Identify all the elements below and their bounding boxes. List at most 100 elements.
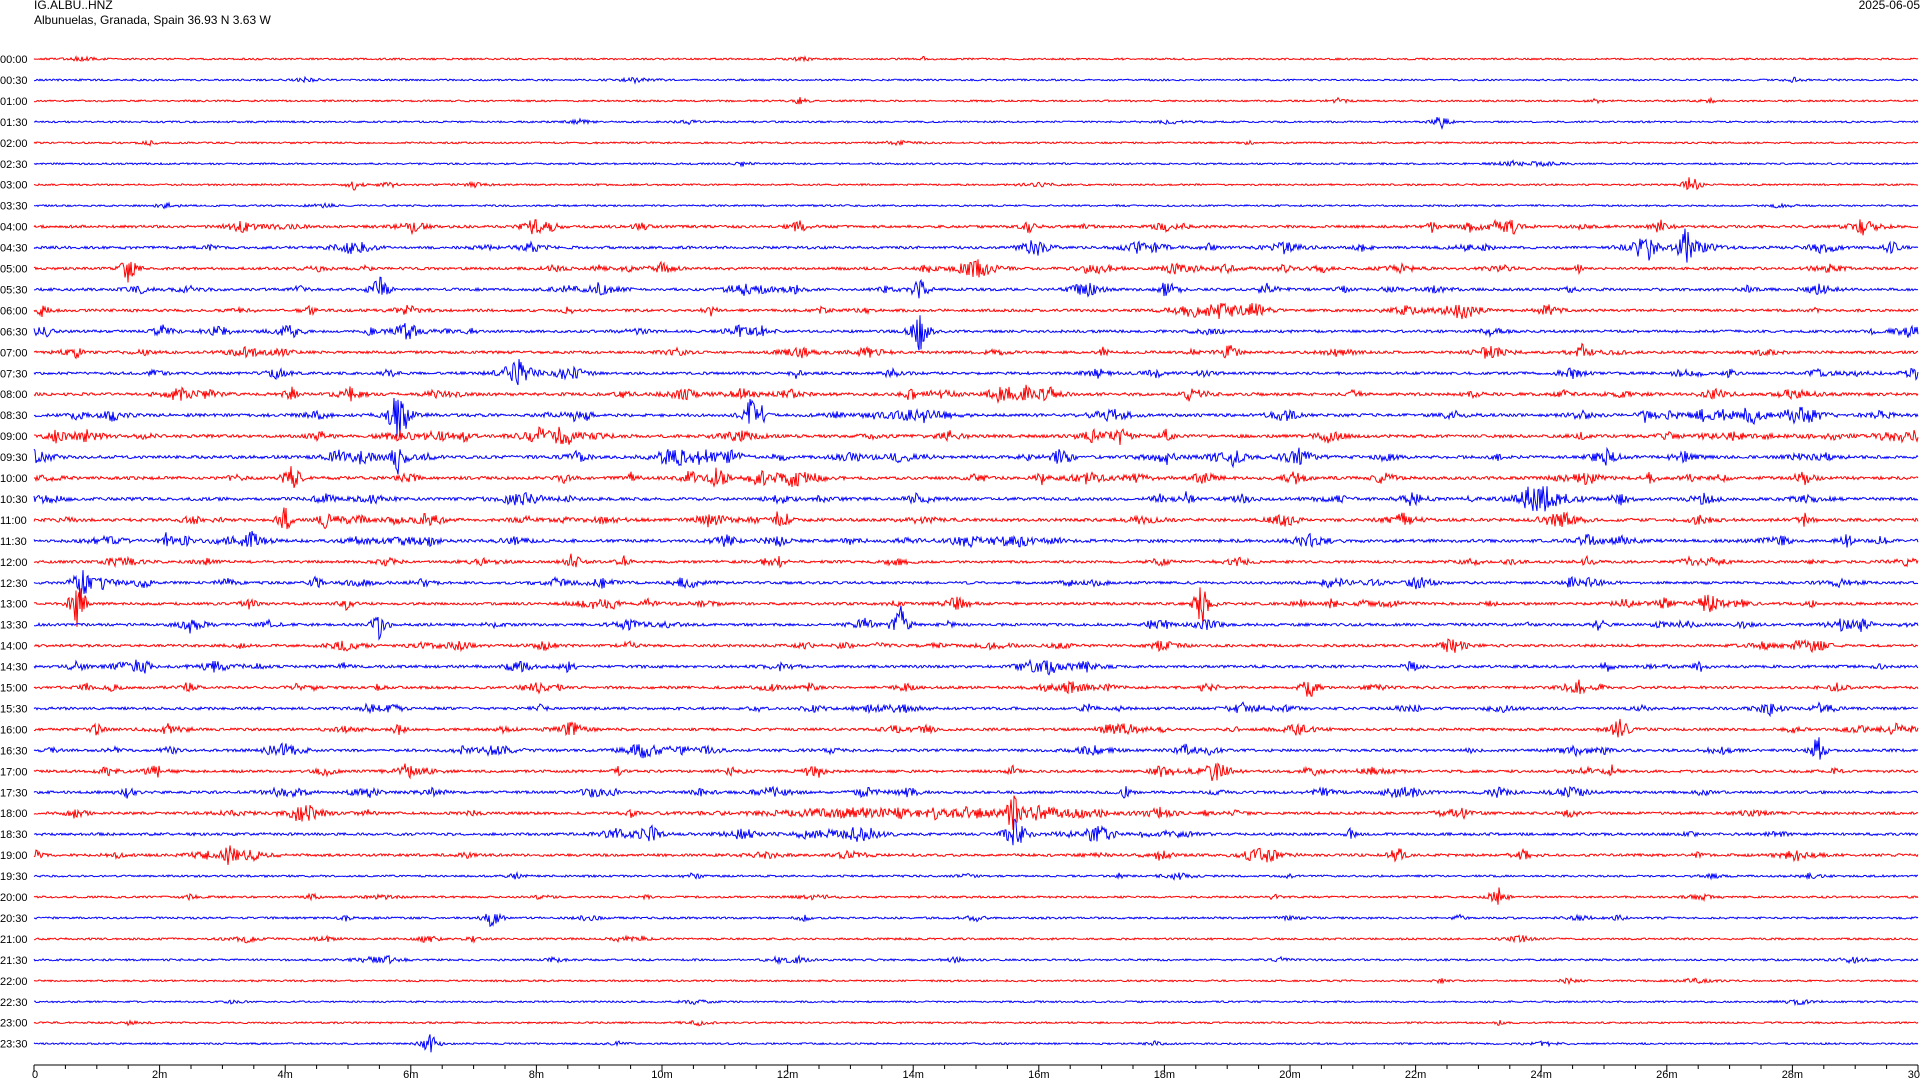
trace-2200 (33, 977, 1919, 986)
trace-1400 (34, 638, 1918, 654)
trace-0800 (33, 384, 1919, 405)
x-tick-label: 10m (651, 1069, 672, 1080)
trace-2300 (33, 1019, 1919, 1027)
trace-1030 (33, 486, 1919, 512)
x-tick-label: 6m (403, 1069, 418, 1080)
row-label: 00:00 (0, 54, 28, 66)
row-label: 08:00 (0, 389, 28, 401)
trace-0730 (33, 359, 1919, 386)
row-label: 05:30 (0, 284, 28, 296)
row-label: 03:30 (0, 201, 28, 213)
trace-2100 (33, 934, 1919, 944)
trace-0230 (33, 159, 1919, 168)
row-label: 06:30 (0, 326, 28, 338)
row-label: 13:00 (0, 599, 28, 611)
trace-0200 (33, 139, 1918, 147)
trace-0700 (33, 342, 1919, 360)
x-tick-label: 30 (1908, 1069, 1920, 1080)
row-label: 23:00 (0, 1018, 28, 1030)
trace-1700 (33, 762, 1919, 782)
record-date: 2025-06-05 (1858, 0, 1920, 12)
row-label: 05:00 (0, 264, 28, 276)
x-tick-label: 20m (1279, 1069, 1300, 1080)
x-tick-label: 18m (1154, 1069, 1175, 1080)
row-label: 10:00 (0, 473, 28, 485)
row-label: 23:30 (0, 1039, 28, 1051)
row-label: 16:30 (0, 745, 28, 757)
row-label: 15:30 (0, 703, 28, 715)
trace-1000 (33, 466, 1919, 488)
row-label: 00:30 (0, 75, 28, 87)
trace-1830 (33, 818, 1919, 846)
x-tick-label: 28m (1782, 1069, 1803, 1080)
trace-1530 (33, 701, 1919, 718)
x-tick-label: 24m (1530, 1069, 1551, 1080)
trace-2230 (33, 999, 1919, 1007)
row-label: 17:00 (0, 766, 28, 778)
trace-1900 (33, 845, 1919, 865)
x-tick-label: 0 (32, 1069, 38, 1080)
row-label: 20:00 (0, 892, 28, 904)
trace-1600 (33, 718, 1919, 738)
station-code: IG.ALBU..HNZ (34, 0, 113, 12)
row-label: 02:30 (0, 159, 28, 171)
row-label: 07:30 (0, 368, 28, 380)
x-tick-label: 26m (1656, 1069, 1677, 1080)
row-label: 14:30 (0, 662, 28, 674)
x-axis: 0 2m 4m 6m 8m 10m 12m 14m 16m 18m 20m 22m 24m 26m 28m 3… (32, 1064, 1920, 1080)
trace-2330 (33, 1034, 1919, 1053)
trace-2030 (33, 912, 1919, 927)
trace-1430 (33, 658, 1919, 676)
row-label: 09:30 (0, 452, 28, 464)
trace-0330 (33, 201, 1919, 210)
trace-0830 (33, 397, 1919, 437)
trace-1500 (33, 679, 1919, 697)
row-label-group: 00:00 00:30 01:00 01:30 02:00 02:30 03:00 03:30… (0, 54, 28, 1051)
trace-1230 (33, 570, 1919, 600)
row-label: 19:00 (0, 850, 28, 862)
x-tick-label: 12m (777, 1069, 798, 1080)
trace-1630 (33, 737, 1919, 760)
row-label: 08:30 (0, 410, 28, 422)
trace-1300 (33, 587, 1919, 627)
trace-group (33, 55, 1919, 1053)
trace-0430 (33, 228, 1919, 263)
row-label: 04:30 (0, 243, 28, 255)
row-label: 17:30 (0, 787, 28, 799)
station-location: Albunuelas, Granada, Spain 36.93 N 3.63 … (34, 13, 271, 27)
x-tick-label: 8m (529, 1069, 544, 1080)
trace-0300 (33, 177, 1919, 191)
trace-0100 (33, 96, 1919, 105)
row-label: 04:00 (0, 222, 28, 234)
trace-0630 (33, 315, 1919, 351)
trace-1100 (33, 507, 1919, 530)
row-label: 13:30 (0, 620, 28, 632)
row-label: 06:00 (0, 305, 28, 317)
x-tick-label: 4m (278, 1069, 293, 1080)
row-label: 18:00 (0, 808, 28, 820)
row-label: 18:30 (0, 829, 28, 841)
row-label: 02:00 (0, 138, 28, 150)
trace-0530 (34, 276, 1919, 299)
row-label: 12:00 (0, 557, 28, 569)
x-tick-label: 16m (1028, 1069, 1049, 1080)
trace-0500 (33, 259, 1919, 283)
row-label: 14:00 (0, 641, 28, 653)
trace-2130 (33, 954, 1919, 965)
trace-0400 (33, 218, 1919, 236)
trace-1200 (33, 553, 1919, 569)
trace-1130 (33, 530, 1919, 549)
trace-1800 (33, 795, 1919, 830)
trace-1730 (33, 785, 1919, 799)
trace-1930 (33, 871, 1918, 881)
trace-0900 (34, 426, 1919, 445)
row-label: 19:30 (0, 871, 28, 883)
row-label: 15:00 (0, 683, 28, 695)
row-label: 11:00 (0, 515, 27, 527)
row-label: 21:00 (0, 934, 28, 946)
row-label: 21:30 (0, 955, 28, 967)
row-label: 12:30 (0, 578, 28, 590)
row-label: 01:30 (0, 117, 28, 129)
trace-0130 (33, 116, 1919, 130)
